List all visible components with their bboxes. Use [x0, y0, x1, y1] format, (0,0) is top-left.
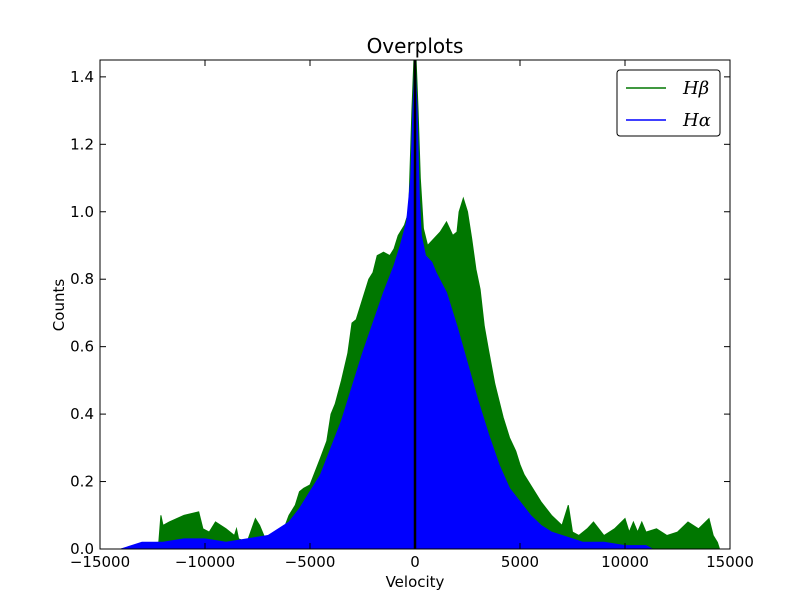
legend: Hβ Hα — [616, 69, 721, 137]
chart-title: Overplots — [367, 34, 464, 58]
x-tick-label: −10000 — [175, 553, 235, 571]
x-tick-label: 5000 — [501, 553, 539, 571]
y-tick-label: 1.0 — [70, 203, 94, 221]
plot-area: −15000 −10000 −5000 0 5000 10000 15000 0.0 0.2 0.… — [70, 59, 754, 571]
series-area-halpha — [120, 60, 653, 549]
y-tick-label: 0.6 — [70, 338, 94, 356]
legend-label-halpha: Hα — [682, 110, 711, 131]
x-tick-label: 10000 — [601, 553, 649, 571]
y-axis-label: Counts — [50, 279, 68, 332]
y-tick-label: 1.4 — [70, 68, 94, 86]
series-group — [120, 60, 721, 549]
x-tick-label: 0 — [410, 553, 420, 571]
x-tick-label: −5000 — [285, 553, 336, 571]
y-tick-label: 0.0 — [70, 540, 94, 558]
y-tick-label: 0.2 — [70, 473, 94, 491]
legend-label-hbeta: Hβ — [682, 78, 709, 99]
y-tick-label: 0.4 — [70, 405, 94, 423]
y-tick-label: 0.8 — [70, 270, 94, 288]
x-tick-label: 15000 — [706, 553, 754, 571]
y-tick-label: 1.2 — [70, 135, 94, 153]
x-tick-label: −15000 — [70, 553, 130, 571]
x-axis-label: Velocity — [386, 573, 445, 591]
